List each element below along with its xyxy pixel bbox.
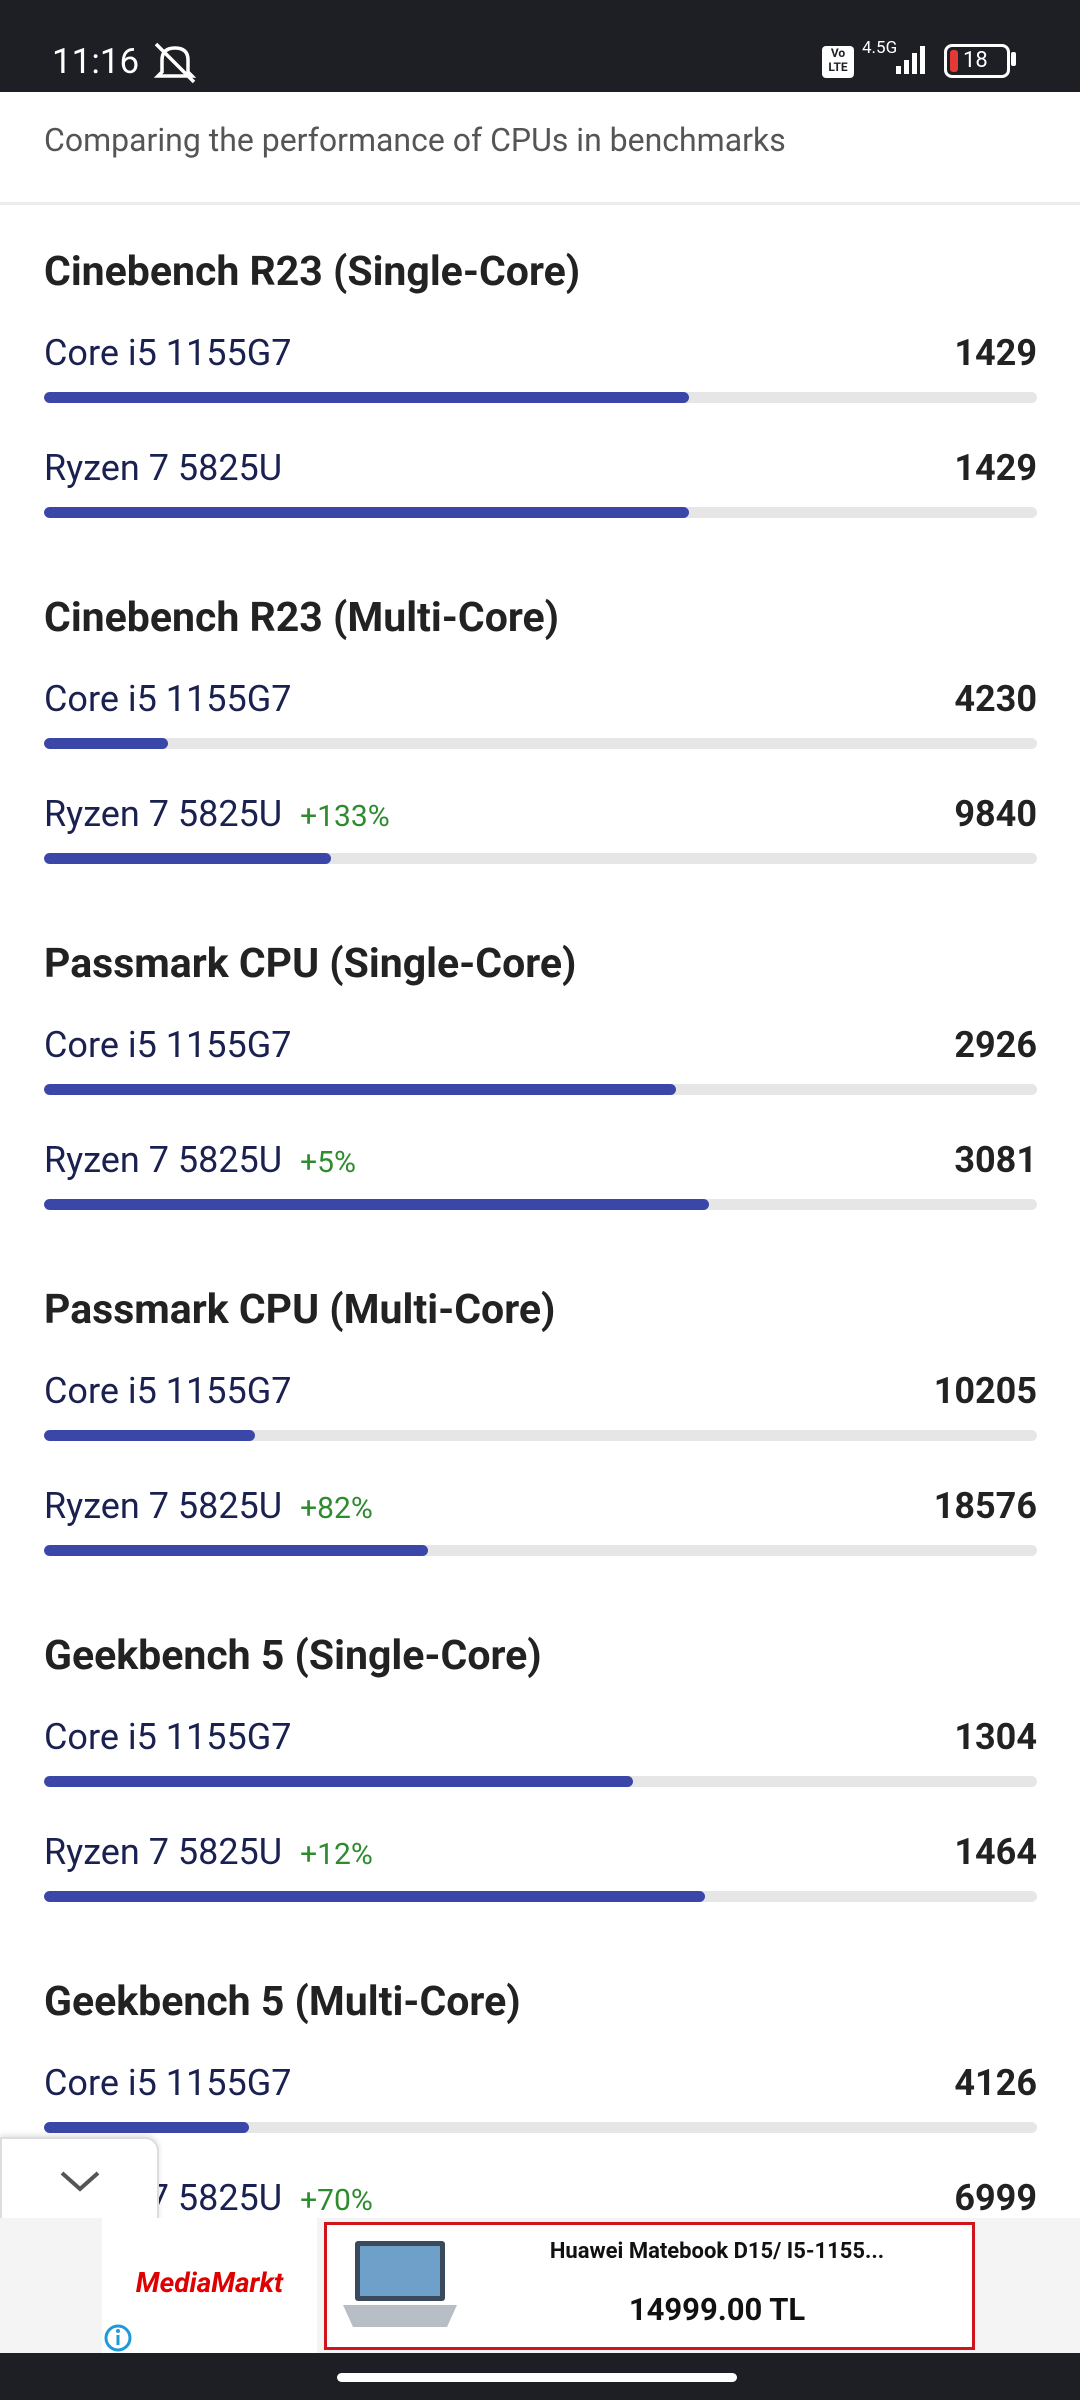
bar-track bbox=[44, 2122, 1037, 2133]
bar-fill bbox=[44, 853, 332, 864]
ad-brand: MediaMarkt bbox=[135, 2266, 284, 2299]
bar-fill bbox=[44, 507, 689, 518]
bar-fill bbox=[44, 2122, 249, 2133]
cpu-name: Ryzen 7 5825U bbox=[44, 1831, 283, 1873]
score: 9840 bbox=[954, 793, 1037, 835]
ad-info-icon[interactable] bbox=[102, 2322, 134, 2354]
benchmark-title: Passmark CPU (Single-Core) bbox=[44, 940, 577, 988]
bar-fill bbox=[44, 738, 168, 749]
ad-logo-box: MediaMarkt bbox=[102, 2218, 317, 2353]
score: 3081 bbox=[954, 1139, 1037, 1181]
score: 2926 bbox=[954, 1024, 1037, 1066]
bar-fill bbox=[44, 1545, 429, 1556]
bar-track bbox=[44, 1199, 1037, 1210]
subtitle: Comparing the performance of CPUs in ben… bbox=[44, 121, 786, 159]
cpu-name: Core i5 1155G7 bbox=[44, 2062, 292, 2104]
bar-track bbox=[44, 1891, 1037, 1902]
score: 18576 bbox=[933, 1485, 1037, 1527]
cpu-name: Core i5 1155G7 bbox=[44, 678, 292, 720]
cpu-name: Core i5 1155G7 bbox=[44, 1024, 292, 1066]
cpu-name: Core i5 1155G7 bbox=[44, 1716, 292, 1758]
cpu-name: Ryzen 7 5825U bbox=[44, 447, 283, 489]
collapse-ad-button[interactable] bbox=[0, 2137, 159, 2221]
ad-product-image bbox=[343, 2241, 457, 2327]
cpu-row-label: Core i5 1155G7 bbox=[44, 1712, 291, 1762]
benchmark-title: Geekbench 5 (Multi-Core) bbox=[44, 1978, 521, 2026]
navigation-bar bbox=[0, 2353, 1080, 2400]
cpu-name: Ryzen 7 5825U bbox=[44, 1139, 283, 1181]
benchmark-title: Passmark CPU (Multi-Core) bbox=[44, 1286, 556, 1334]
volte-line: LTE bbox=[828, 60, 848, 74]
ad-banner[interactable]: MediaMarkt Huawei Matebook D15/ I5-1155.… bbox=[0, 2218, 1080, 2353]
status-bar: 11:16 Vo LTE 4.5G 18 bbox=[0, 0, 1080, 92]
cpu-row-label: Core i5 1155G7 bbox=[44, 1366, 291, 1416]
cpu-row-label: Core i5 1155G7 bbox=[44, 2058, 291, 2108]
bar-track bbox=[44, 853, 1037, 864]
benchmark-title: Cinebench R23 (Single-Core) bbox=[44, 248, 581, 296]
diff-label: +82% bbox=[300, 1491, 373, 1526]
bar-fill bbox=[44, 1084, 676, 1095]
bar-track bbox=[44, 1430, 1037, 1441]
signal-icon bbox=[896, 46, 925, 74]
cpu-row-label: Ryzen 7 5825U +133% bbox=[44, 789, 390, 839]
diff-label: +12% bbox=[300, 1837, 373, 1872]
ad-product-box[interactable]: Huawei Matebook D15/ I5-1155... 14999.00… bbox=[324, 2222, 975, 2350]
diff-label: +5% bbox=[300, 1145, 356, 1180]
benchmark-list: Cinebench R23 (Single-Core) Core i5 1155G… bbox=[0, 204, 1080, 2218]
cpu-name: Ryzen 7 5825U bbox=[44, 1485, 283, 1527]
cpu-row-label: Ryzen 7 5825U +82% bbox=[44, 1481, 373, 1531]
diff-label: +70% bbox=[300, 2183, 373, 2218]
score: 1464 bbox=[954, 1831, 1037, 1873]
bar-track bbox=[44, 1084, 1037, 1095]
score: 4126 bbox=[954, 2062, 1037, 2104]
chevron-icon bbox=[60, 2171, 100, 2192]
bar-track bbox=[44, 1545, 1037, 1556]
battery-text: 18 bbox=[963, 48, 988, 73]
score: 1429 bbox=[954, 332, 1037, 374]
bar-track bbox=[44, 507, 1037, 518]
cpu-row-label: Core i5 1155G7 bbox=[44, 674, 291, 724]
cpu-name: Ryzen 7 5825U bbox=[44, 793, 283, 835]
benchmark-title: Cinebench R23 (Multi-Core) bbox=[44, 594, 560, 642]
header: Comparing the performance of CPUs in ben… bbox=[0, 92, 1080, 205]
silent-icon bbox=[153, 42, 197, 84]
ad-product-name: Huawei Matebook D15/ I5-1155... bbox=[549, 2239, 885, 2264]
volte-line: Vo bbox=[830, 46, 846, 60]
cpu-row-label: Ryzen 7 5825U +12% bbox=[44, 1827, 373, 1877]
bar-fill bbox=[44, 392, 689, 403]
cpu-row-label: Ryzen 7 5825U bbox=[44, 443, 282, 493]
ad-price: 14999.00 TL bbox=[628, 2291, 806, 2328]
bar-fill bbox=[44, 1199, 710, 1210]
volte-icon: Vo LTE bbox=[822, 46, 854, 78]
bar-fill bbox=[44, 1891, 705, 1902]
bar-fill bbox=[44, 1776, 633, 1787]
cpu-row-label: Core i5 1155G7 bbox=[44, 1020, 291, 1070]
bar-track bbox=[44, 392, 1037, 403]
battery-level bbox=[950, 50, 958, 72]
score: 1304 bbox=[954, 1716, 1037, 1758]
battery-tip bbox=[1011, 52, 1016, 66]
benchmark-title: Geekbench 5 (Single-Core) bbox=[44, 1632, 542, 1680]
clock: 11:16 bbox=[52, 41, 140, 82]
home-indicator[interactable] bbox=[337, 2373, 737, 2382]
bar-track bbox=[44, 738, 1037, 749]
battery-icon: 18 bbox=[944, 44, 1010, 78]
score: 6999 bbox=[954, 2177, 1037, 2218]
cpu-row-label: Ryzen 7 5825U +5% bbox=[44, 1135, 356, 1185]
cpu-name: Core i5 1155G7 bbox=[44, 1370, 292, 1412]
cpu-name: Core i5 1155G7 bbox=[44, 332, 292, 374]
score: 1429 bbox=[954, 447, 1037, 489]
score: 10205 bbox=[933, 1370, 1037, 1412]
cpu-row-label: Core i5 1155G7 bbox=[44, 328, 291, 378]
network-type: 4.5G bbox=[862, 38, 898, 58]
bar-fill bbox=[44, 1430, 256, 1441]
score: 4230 bbox=[954, 678, 1037, 720]
bar-track bbox=[44, 1776, 1037, 1787]
diff-label: +133% bbox=[300, 799, 390, 834]
